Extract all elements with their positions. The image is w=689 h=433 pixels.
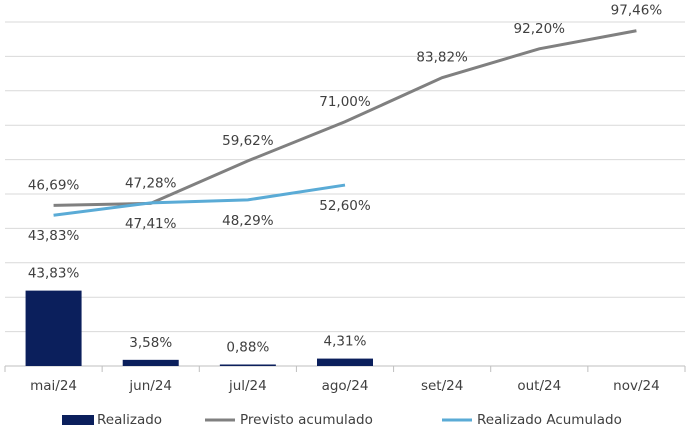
bar <box>25 290 82 366</box>
data-label: 83,82% <box>416 50 468 66</box>
x-tick-label: nov/24 <box>613 378 660 394</box>
x-tick-label: set/24 <box>421 378 463 394</box>
data-label: 46,69% <box>28 177 80 193</box>
legend-label: Previsto acumulado <box>240 412 373 428</box>
bar <box>219 364 276 366</box>
data-label: 47,28% <box>125 175 177 191</box>
bar <box>122 359 179 366</box>
x-tick-label: out/24 <box>517 378 561 394</box>
data-label: 43,83% <box>28 266 80 282</box>
legend-label: Realizado Acumulado <box>477 412 622 428</box>
data-label: 92,20% <box>514 21 566 37</box>
data-label: 59,62% <box>222 133 274 149</box>
data-label: 0,88% <box>226 339 269 355</box>
data-label: 3,58% <box>129 335 172 351</box>
x-tick-label: jul/24 <box>228 378 267 394</box>
legend-label: Realizado <box>97 412 162 428</box>
data-label: 47,41% <box>125 216 177 232</box>
line <box>53 183 346 217</box>
legend-swatch <box>62 415 94 425</box>
data-label: 71,00% <box>319 94 371 110</box>
x-tick-label: jun/24 <box>128 378 172 394</box>
data-label: 97,46% <box>611 3 663 19</box>
x-tick-label: ago/24 <box>322 378 369 394</box>
data-label: 52,60% <box>319 198 371 214</box>
bar <box>317 358 373 366</box>
data-label: 43,83% <box>28 228 80 244</box>
data-label: 48,29% <box>222 213 274 229</box>
data-label: 4,31% <box>324 334 367 350</box>
x-tick-label: mai/24 <box>30 378 77 394</box>
